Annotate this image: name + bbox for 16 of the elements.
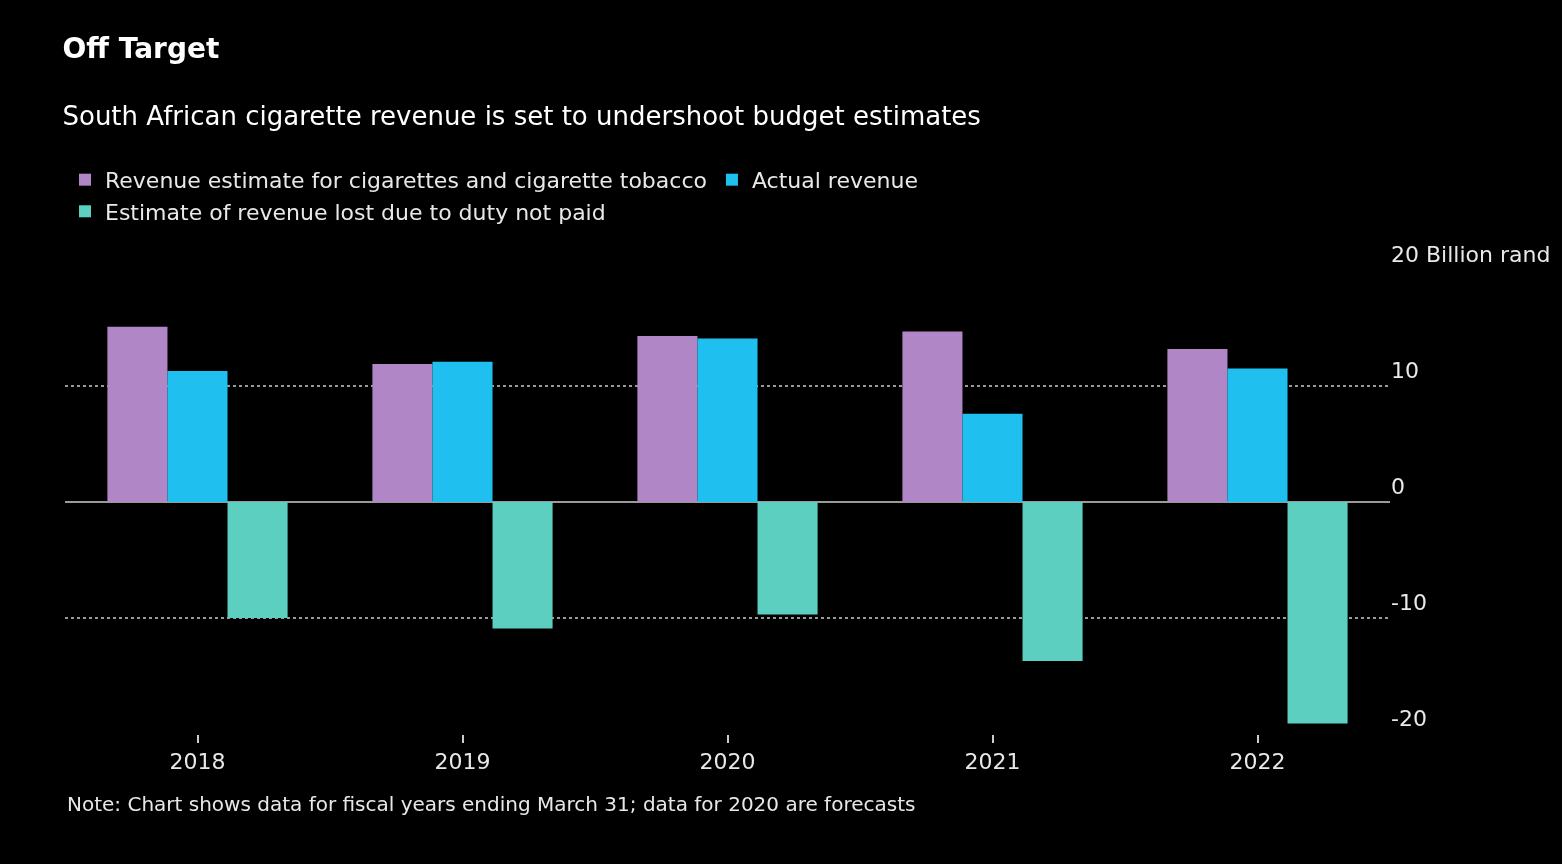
x-tick-label: 2021 [964, 749, 1021, 775]
y-tick-label: -20 [1391, 706, 1427, 732]
y-tick-label: -10 [1391, 590, 1427, 616]
y-tick-label: 10 [1391, 358, 1419, 384]
legend-label: Revenue estimate for cigarettes and cigarette tobacco [105, 168, 707, 194]
x-tick-label: 2019 [434, 749, 491, 775]
chart-subtitle: South African cigarette revenue is set to undershoot budget estimates [62, 101, 981, 132]
y-tick-label: 20 Billion rand [1391, 242, 1551, 268]
chart-title: Off Target [62, 32, 220, 66]
legend-label: Estimate of revenue lost due to duty not paid [105, 199, 606, 225]
text: Note: Chart shows data for fiscal years ending March 31; data for 2020 are forecasts [67, 792, 916, 816]
x-tick-label: 2022 [1229, 749, 1286, 775]
x-tick-label: 2018 [169, 749, 226, 775]
y-tick-label: 0 [1391, 474, 1405, 500]
legend-label: Actual revenue [751, 168, 918, 194]
x-tick-label: 2020 [699, 749, 756, 775]
